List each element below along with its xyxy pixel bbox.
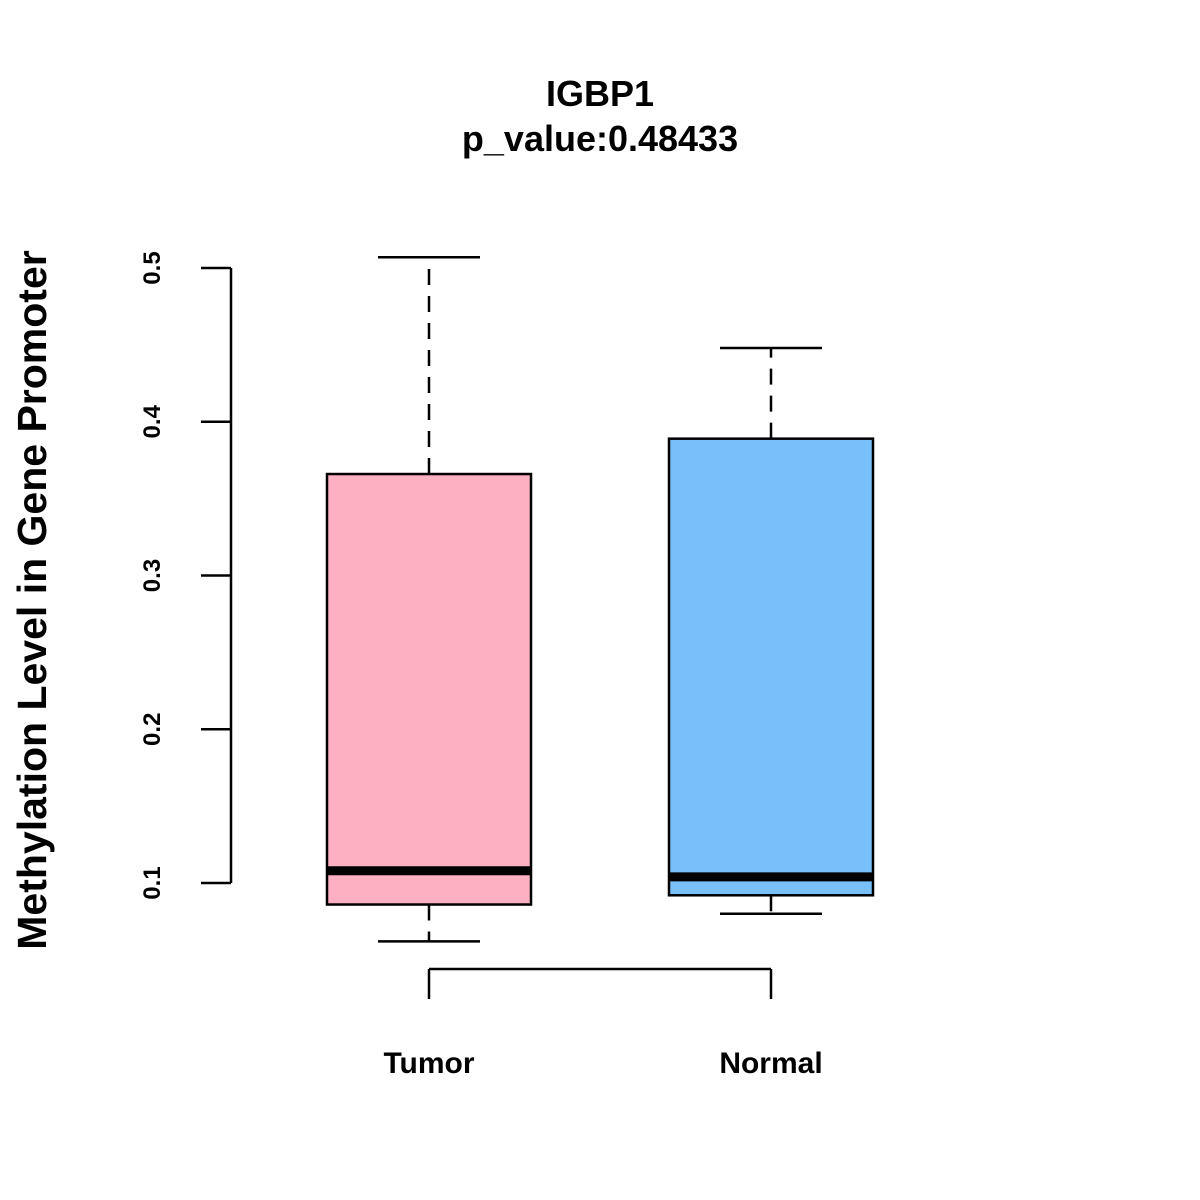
y-tick-label: 0.4 <box>139 404 166 438</box>
boxes-group <box>325 255 875 943</box>
box-iqr <box>325 472 533 906</box>
y-tick-label: 0.1 <box>139 866 166 899</box>
box-iqr <box>667 437 875 897</box>
y-tick-label: 0.5 <box>139 251 166 284</box>
y-axis-label: Methylation Level in Gene Promoter <box>9 250 55 949</box>
category-label-tumor: Tumor <box>383 1047 474 1080</box>
category-label-normal: Normal <box>719 1047 822 1080</box>
comparison-bracket-group <box>427 967 773 999</box>
y-tick-label: 0.3 <box>139 559 166 592</box>
y-tick-label: 0.2 <box>139 713 166 746</box>
box-normal <box>667 346 875 915</box>
chart-title: IGBP1 <box>546 73 654 114</box>
box-tumor <box>325 255 533 943</box>
chart-subtitle: p_value:0.48433 <box>462 118 738 159</box>
category-labels: Tumor Normal <box>383 1047 822 1080</box>
y-axis: 0.1 0.2 0.3 0.4 0.5 <box>139 251 233 900</box>
